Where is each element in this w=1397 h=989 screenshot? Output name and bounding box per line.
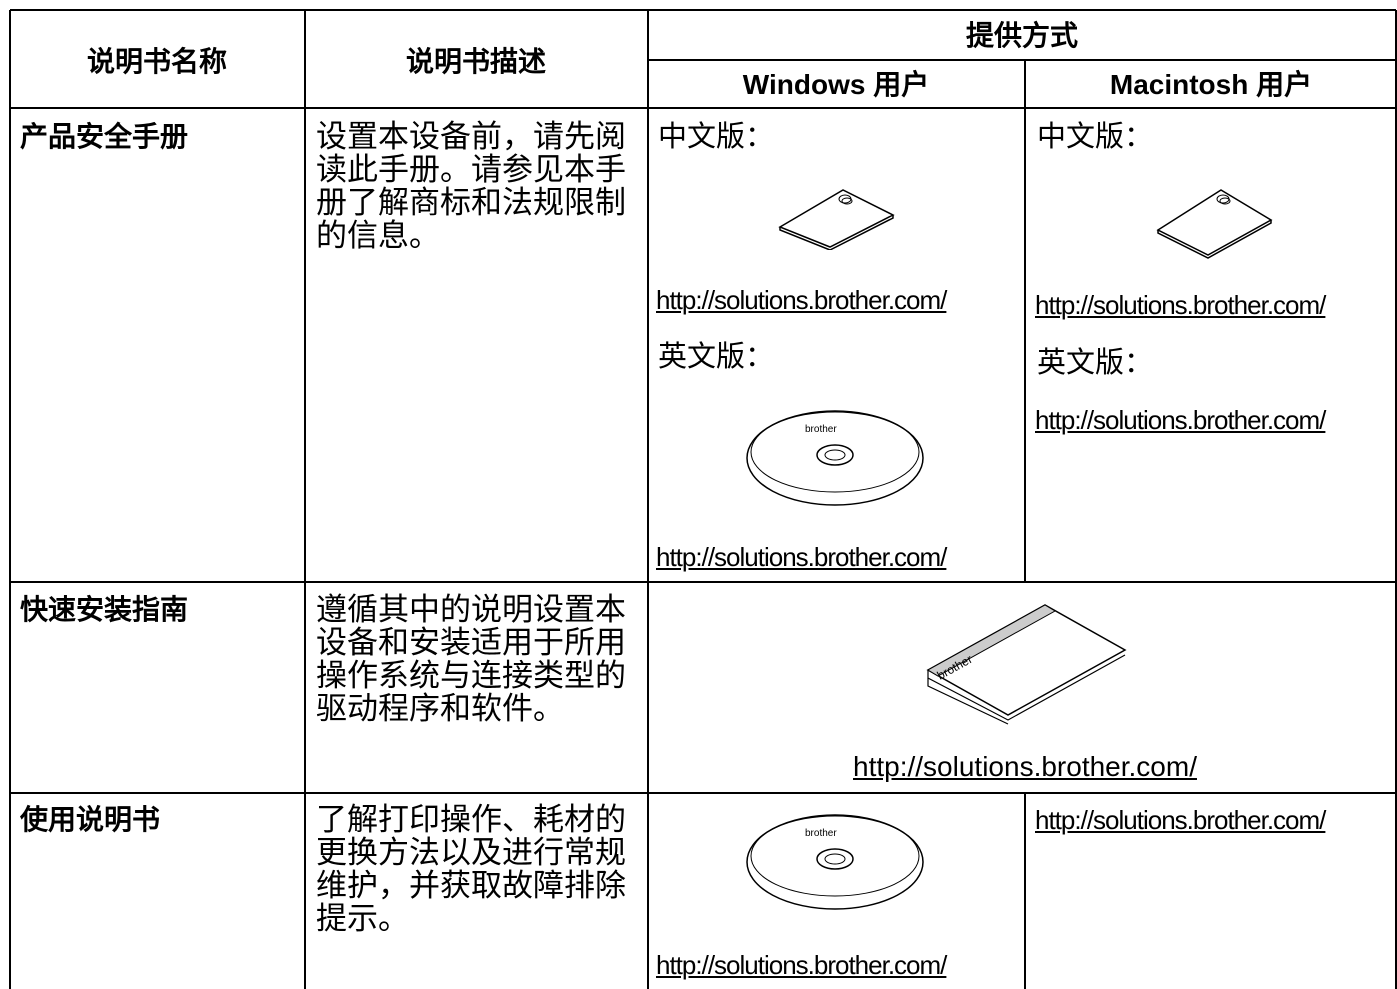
version-label: 英文版： xyxy=(658,341,775,373)
cd-icon: brother xyxy=(746,410,924,506)
url-link[interactable]: http://solutions.brother.com/ xyxy=(1035,805,1326,835)
brand-logo: brother xyxy=(805,424,837,435)
url-link[interactable]: http://solutions.brother.com/ xyxy=(656,950,947,980)
guide-icon: brother xyxy=(926,604,1127,725)
cd-icon: brother xyxy=(746,814,924,910)
url-link[interactable]: http://solutions.brother.com/ xyxy=(656,542,947,572)
version-label: 中文版： xyxy=(658,121,775,153)
version-label: 中文版： xyxy=(1037,121,1154,153)
manual-description: 遵循其中的说明设置本设备和安装适用于所用操作系统与连接类型的驱动程序和软件。 xyxy=(316,592,626,726)
manual-name: 快速安装指南 xyxy=(20,594,189,625)
manual-name: 使用说明书 xyxy=(20,804,161,835)
booklet-icon xyxy=(778,189,895,250)
header-description: 说明书描述 xyxy=(405,46,547,77)
manual-name: 产品安全手册 xyxy=(20,121,189,152)
url-link[interactable]: http://solutions.brother.com/ xyxy=(853,751,1197,782)
url-link[interactable]: http://solutions.brother.com/ xyxy=(1035,405,1326,435)
header-mac: Macintosh 用户 xyxy=(1109,69,1313,100)
header-provided: 提供方式 xyxy=(965,20,1079,51)
version-label: 英文版： xyxy=(1037,347,1154,379)
url-link[interactable]: http://solutions.brother.com/ xyxy=(656,285,947,315)
header-name: 说明书名称 xyxy=(86,46,228,77)
url-link[interactable]: http://solutions.brother.com/ xyxy=(1035,290,1326,320)
manual-description: 了解打印操作、耗材的更换方法以及进行常规维护，并获取故障排除提示。 xyxy=(316,802,626,936)
booklet-icon xyxy=(1156,189,1273,259)
header-windows: Windows 用户 xyxy=(742,69,930,100)
manual-description: 设置本设备前，请先阅读此手册。请参见本手册了解商标和法规限制的信息。 xyxy=(316,119,626,253)
brand-logo: brother xyxy=(805,828,837,839)
